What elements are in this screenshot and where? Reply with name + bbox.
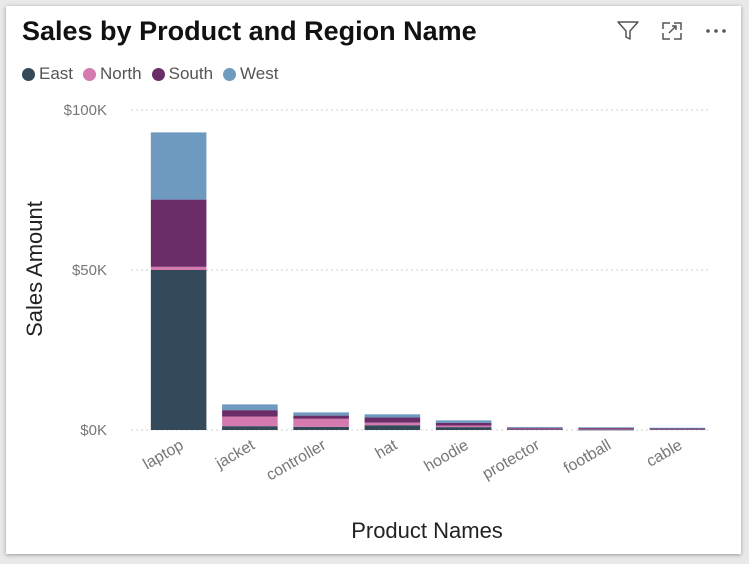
bar-segment-laptop-south[interactable] (150, 199, 207, 267)
bar-segment-jacket-north[interactable] (222, 416, 278, 427)
gridlines (131, 109, 711, 431)
chart-card: Sales by Product and Region Name East (6, 6, 741, 554)
bar-segment-protector-east[interactable] (507, 429, 563, 430)
bar-segment-hat-south[interactable] (364, 417, 421, 423)
legend-swatch (151, 67, 165, 81)
bar-segment-football-south[interactable] (578, 427, 634, 429)
bar-segment-laptop-east[interactable] (150, 270, 207, 430)
bar-segment-protector-north[interactable] (507, 428, 563, 430)
x-tick-label: cable (644, 437, 686, 471)
bar-segment-jacket-east[interactable] (222, 426, 278, 430)
bar-segment-controller-east[interactable] (293, 426, 349, 430)
more-options-icon[interactable] (703, 20, 729, 42)
x-tick-label: hoodie (422, 437, 472, 476)
stacked-bar-chart: $0K $50K $100K laptop jacket controller hat ho… (22, 102, 711, 543)
legend-label: East (39, 64, 74, 83)
bar-segment-cable-south[interactable] (649, 428, 706, 430)
bar-segment-cable-west[interactable] (649, 427, 706, 429)
y-axis-title: Sales Amount (22, 201, 47, 337)
bar-segment-hoodie-south[interactable] (435, 422, 492, 426)
legend-item-east[interactable]: East (22, 64, 73, 84)
bar-segment-football-west[interactable] (578, 427, 634, 429)
x-tick-label: football (561, 437, 614, 478)
bar-segment-protector-west[interactable] (507, 426, 563, 428)
bar-segment-laptop-north[interactable] (150, 266, 207, 270)
bar-segment-football-east[interactable] (578, 429, 634, 431)
x-tick-label: jacket (212, 436, 258, 472)
legend-label: North (100, 64, 142, 83)
bar-segment-hat-west[interactable] (364, 414, 421, 418)
bar-segment-hoodie-north[interactable] (435, 425, 492, 428)
visual-toolbar (615, 20, 729, 42)
bars (150, 132, 706, 431)
bar-segment-football-north[interactable] (578, 428, 634, 430)
x-tick-label: hat (373, 436, 401, 462)
legend-item-west[interactable]: West (223, 64, 278, 84)
chart-title: Sales by Product and Region Name (22, 16, 477, 46)
bar-segment-hat-east[interactable] (364, 425, 421, 430)
focus-mode-icon[interactable] (659, 20, 685, 42)
bar-segment-hoodie-west[interactable] (435, 420, 492, 423)
y-axis-ticks: $0K $50K $100K (64, 102, 107, 439)
bar-segment-controller-north[interactable] (293, 418, 349, 427)
legend-label: South (168, 64, 214, 83)
bar-segment-protector-south[interactable] (507, 427, 563, 429)
legend-swatch (83, 67, 97, 81)
x-tick-label: protector (480, 436, 544, 483)
x-axis-ticks: laptop jacket controller hat hoodie protector… (140, 436, 685, 484)
filter-icon[interactable] (615, 20, 641, 42)
legend-swatch (22, 67, 35, 81)
bar-segment-hat-north[interactable] (364, 422, 421, 426)
bar-segment-hoodie-east[interactable] (435, 427, 492, 430)
x-tick-label: laptop (140, 437, 186, 474)
bar-segment-cable-north[interactable] (649, 428, 706, 430)
bar-segment-controller-south[interactable] (293, 415, 349, 419)
x-axis-title: Product Names (351, 518, 503, 543)
bar-segment-jacket-west[interactable] (222, 404, 278, 411)
legend-item-south[interactable]: South (151, 64, 214, 84)
legend-swatch (223, 67, 237, 81)
y-tick-label: $100K (64, 102, 107, 119)
legend-label: West (240, 64, 279, 83)
x-tick-label: controller (264, 436, 330, 484)
bar-segment-controller-west[interactable] (293, 412, 349, 416)
chart-legend: East North South West (22, 64, 278, 84)
y-tick-label: $0K (80, 422, 107, 439)
bar-segment-jacket-south[interactable] (222, 410, 278, 417)
y-tick-label: $50K (72, 262, 107, 279)
bar-segment-laptop-west[interactable] (150, 132, 207, 200)
legend-item-north[interactable]: North (83, 64, 142, 84)
